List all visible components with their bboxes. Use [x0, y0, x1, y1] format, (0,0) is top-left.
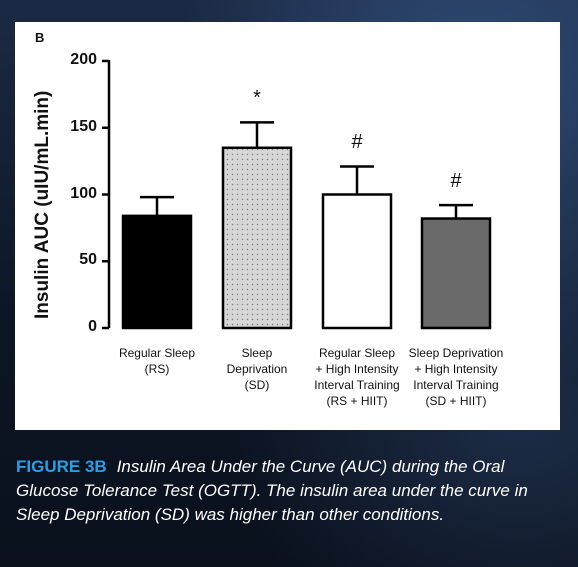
figure-panel: B Insulin AUC (uIU/mL.min) 0 50 100 150 200 … [15, 22, 560, 430]
y-axis-label: Insulin AUC (uIU/mL.min) [32, 90, 53, 319]
y-tick-label: 0 [88, 318, 97, 335]
y-tick-label: 200 [70, 51, 97, 68]
x-category-line: (SD) [244, 378, 270, 392]
x-category-line: Interval Training [314, 378, 400, 392]
x-category-label: Regular Sleep + High Intensity Interval Tr… [297, 345, 417, 409]
x-category-line: (RS + HIIT) [326, 394, 388, 408]
bar-2 [221, 146, 293, 330]
panel-letter: B [35, 30, 45, 45]
x-category-line: Regular Sleep [118, 346, 196, 360]
x-category-line: Sleep Deprivation [408, 346, 504, 360]
x-category-line: Deprivation [226, 362, 288, 376]
x-category-line: Regular Sleep [318, 346, 396, 360]
bar-4 [420, 217, 492, 330]
x-category-label: Sleep Deprivation (SD) [197, 345, 317, 393]
bar-3 [321, 193, 393, 330]
x-category-line: + High Intensity [414, 362, 498, 376]
significance-marker: # [450, 170, 462, 193]
y-tick-label: 150 [70, 117, 97, 135]
x-category-label: Regular Sleep (RS) [97, 345, 217, 377]
x-category-line: Interval Training [413, 378, 499, 392]
y-tick-label: 50 [79, 251, 97, 269]
significance-marker: # [351, 131, 363, 154]
figure-label: FIGURE 3B [16, 457, 107, 476]
significance-marker: * [253, 87, 261, 110]
bar-1 [121, 214, 193, 330]
x-category-line: + High Intensity [315, 362, 399, 376]
bar-chart [102, 59, 492, 330]
caption-text: Insulin Area Under the Curve (AUC) durin… [16, 457, 528, 524]
y-tick-label: 100 [70, 184, 97, 202]
x-category-line: (RS) [144, 362, 170, 376]
figure-caption: FIGURE 3B Insulin Area Under the Curve (A… [16, 455, 564, 527]
x-category-label: Sleep Deprivation + High Intensity Interva… [396, 345, 516, 409]
x-category-line: (SD + HIIT) [425, 394, 487, 408]
x-category-line: Sleep [241, 346, 273, 360]
